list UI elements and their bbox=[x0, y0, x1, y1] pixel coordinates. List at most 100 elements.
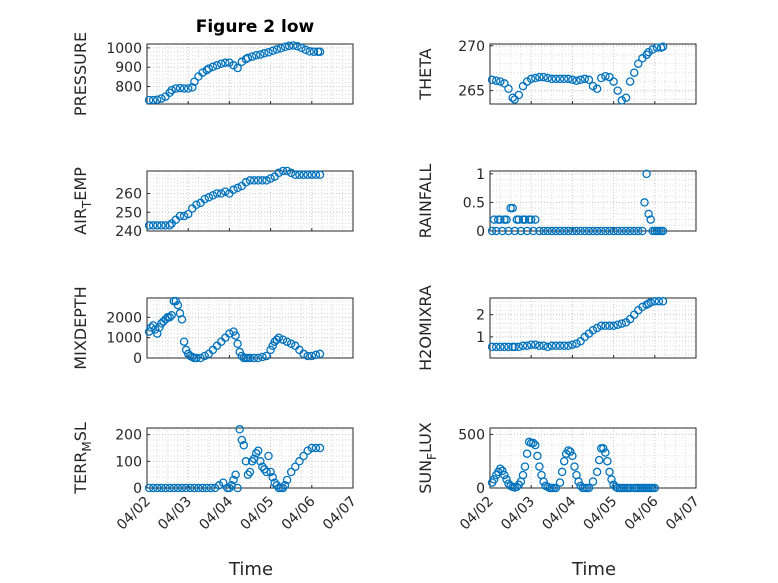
data-point bbox=[625, 226, 635, 236]
data-point bbox=[153, 221, 162, 230]
data-point bbox=[588, 477, 598, 486]
data-point bbox=[510, 342, 519, 352]
data-point bbox=[568, 451, 577, 461]
x-axis-label-right: Time bbox=[571, 559, 616, 580]
data-point bbox=[235, 425, 244, 434]
data-point bbox=[592, 467, 602, 477]
data-point bbox=[153, 95, 162, 104]
y-tick-label: 500 bbox=[458, 427, 485, 443]
data-point bbox=[315, 170, 325, 180]
data-point bbox=[634, 226, 643, 236]
data-point bbox=[547, 74, 557, 84]
subplot-air_temp: 240 250 260 AIRTEMP bbox=[71, 166, 354, 240]
data-point bbox=[605, 467, 614, 477]
data-point bbox=[299, 451, 308, 461]
data-point bbox=[262, 176, 271, 185]
data-point bbox=[295, 457, 304, 466]
y-axis-label: TERRMSL bbox=[71, 422, 94, 495]
data-point bbox=[216, 59, 226, 68]
data-point bbox=[181, 345, 191, 355]
data-point bbox=[487, 75, 497, 85]
data-point bbox=[629, 226, 639, 236]
data-point bbox=[278, 166, 288, 176]
data-point bbox=[568, 340, 577, 349]
subplot-theta: 265 270 THETA bbox=[416, 39, 697, 105]
data-point bbox=[514, 342, 524, 352]
data-point bbox=[144, 221, 154, 230]
data-point bbox=[315, 47, 325, 56]
y-axis-label-tail: SL bbox=[71, 422, 90, 441]
data-point bbox=[572, 339, 581, 348]
data-point bbox=[518, 470, 528, 480]
data-point bbox=[274, 333, 284, 342]
data-point bbox=[605, 321, 614, 331]
y-axis-label-main: AIR bbox=[71, 208, 90, 235]
data-point bbox=[531, 340, 540, 349]
data-point bbox=[514, 215, 524, 224]
data-point bbox=[282, 337, 292, 346]
y-axis-label-main: H2OMIXRA bbox=[416, 285, 435, 371]
data-point bbox=[150, 325, 160, 334]
data-point bbox=[613, 320, 622, 329]
data-point bbox=[566, 447, 575, 456]
data-point bbox=[233, 483, 242, 493]
data-point bbox=[179, 84, 189, 93]
data-point bbox=[231, 470, 240, 479]
data-point bbox=[233, 183, 242, 193]
data-point bbox=[216, 189, 226, 198]
data-point bbox=[256, 50, 265, 59]
data-point bbox=[588, 325, 598, 335]
data-point bbox=[253, 176, 263, 185]
data-point bbox=[251, 449, 261, 458]
data-point bbox=[617, 226, 627, 236]
data-point bbox=[249, 176, 259, 185]
y-axis-label-subscript: M bbox=[80, 441, 94, 451]
data-series-air_temp bbox=[144, 166, 325, 230]
y-tick-label: 250 bbox=[115, 205, 142, 221]
data-point bbox=[190, 77, 199, 86]
y-tick-label: 265 bbox=[458, 84, 485, 100]
data-point bbox=[311, 443, 321, 453]
data-point bbox=[489, 215, 499, 224]
data-point bbox=[200, 351, 209, 361]
data-point bbox=[601, 71, 610, 81]
data-point bbox=[520, 215, 530, 224]
data-point bbox=[235, 347, 244, 357]
data-point bbox=[286, 339, 296, 349]
data-point bbox=[229, 327, 238, 336]
data-point bbox=[305, 47, 314, 56]
data-point bbox=[642, 50, 651, 59]
data-point bbox=[221, 58, 230, 68]
data-point bbox=[165, 313, 174, 322]
subplot-pressure: 800 900 1000 PRESSURE bbox=[71, 32, 354, 116]
axes-box bbox=[146, 43, 354, 105]
data-point bbox=[286, 168, 296, 178]
data-point bbox=[241, 457, 251, 466]
data-point bbox=[192, 353, 201, 363]
data-point bbox=[266, 345, 275, 355]
data-point bbox=[198, 483, 207, 493]
data-point bbox=[188, 83, 197, 92]
data-point bbox=[258, 176, 267, 185]
data-point bbox=[500, 79, 509, 88]
data-point bbox=[286, 467, 296, 477]
data-point bbox=[531, 440, 540, 450]
y-tick-label: 270 bbox=[458, 39, 485, 55]
data-point bbox=[596, 321, 606, 331]
data-point bbox=[491, 226, 501, 236]
y-tick-label: 0 bbox=[476, 224, 485, 240]
data-series-rainfall bbox=[487, 169, 668, 236]
data-point bbox=[580, 74, 590, 84]
y-axis-label: AIRTEMP bbox=[71, 167, 94, 235]
data-point bbox=[592, 84, 602, 94]
data-point bbox=[654, 297, 664, 306]
data-point bbox=[599, 444, 608, 453]
data-point bbox=[297, 43, 306, 53]
data-point bbox=[243, 53, 253, 63]
y-axis-label-main: RAINFALL bbox=[416, 164, 435, 239]
data-point bbox=[564, 341, 573, 351]
axes-box bbox=[146, 427, 354, 489]
data-point bbox=[510, 226, 519, 236]
data-point bbox=[231, 331, 240, 340]
data-point bbox=[264, 451, 273, 461]
